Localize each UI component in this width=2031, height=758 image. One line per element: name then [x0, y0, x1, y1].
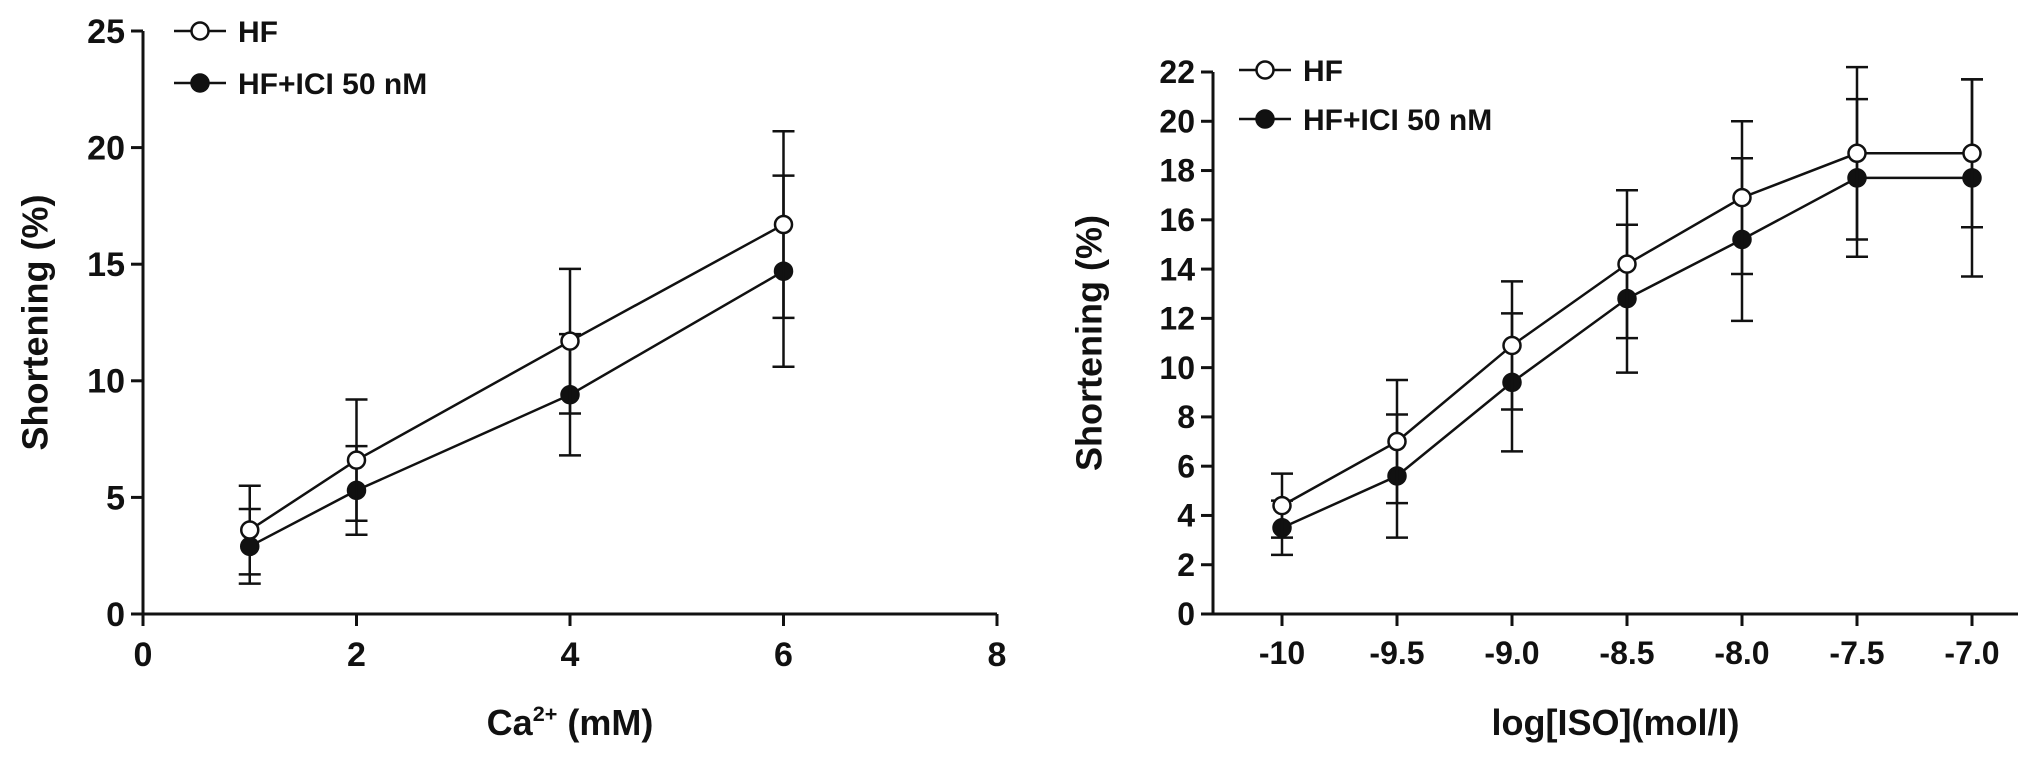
legend-marker-open: [190, 21, 210, 41]
x-tick-label: -9.5: [1369, 635, 1424, 671]
x-tick-label: 4: [561, 636, 580, 674]
data-point-open: [1272, 495, 1292, 516]
legend-marker-open: [1255, 60, 1275, 80]
x-tick-label: -7.0: [1944, 635, 1999, 671]
y-tick-label: 0: [106, 596, 125, 634]
data-point-open: [1962, 143, 1982, 164]
y-tick-label: 25: [87, 13, 125, 51]
data-point-open: [1617, 254, 1637, 274]
y-tick-label: 0: [1177, 596, 1195, 632]
series-hf-ici: [238, 174, 795, 585]
y-tick-label: 18: [1159, 153, 1195, 189]
y-tick-label: 14: [1159, 251, 1195, 287]
y-tick-label: 16: [1159, 202, 1195, 238]
x-tick-label: 8: [988, 636, 1007, 674]
y-tick-label: 8: [1177, 399, 1195, 435]
x-tick-label: -8.5: [1599, 635, 1654, 671]
x-axis-title-sup: 2+: [533, 701, 558, 726]
y-axis-title: Shortening (%): [15, 195, 56, 451]
x-axis-title-main: Ca: [487, 702, 534, 743]
x-axis-title-rest: (mM): [557, 702, 653, 743]
x-tick-label: 6: [774, 636, 793, 674]
series-hf: [238, 130, 795, 576]
series-line: [249, 223, 785, 532]
data-point-open: [1732, 187, 1752, 208]
series-line: [249, 270, 785, 548]
x-tick-label: -10: [1259, 635, 1305, 671]
y-tick-label: 6: [1177, 448, 1195, 484]
x-tick-label: -9.0: [1484, 635, 1539, 671]
x-tick-label: -7.5: [1829, 635, 1884, 671]
y-tick-label: 5: [106, 479, 125, 517]
x-tick-label: 0: [134, 636, 153, 674]
data-point-open: [1502, 335, 1522, 356]
y-tick-label: 20: [87, 130, 125, 168]
y-tick-label: 2: [1177, 547, 1195, 583]
y-tick-label: 10: [87, 363, 125, 401]
legend-label: HF+ICI 50 nM: [238, 68, 427, 101]
data-point-open: [560, 331, 580, 351]
y-tick-label: 15: [87, 246, 125, 284]
y-tick-label: 4: [1177, 498, 1195, 534]
x-axis-title: log[ISO](mol/l): [1492, 702, 1740, 743]
chart-1: 0 5 10 15 20 25 0 2 4 6 8 Shortening (%) Ca2+ (mM) HF…: [15, 13, 1007, 743]
legend: HF HF+ICI 50 nM: [174, 16, 427, 101]
legend-label: HF: [238, 16, 278, 49]
x-tick-label: 2: [347, 636, 366, 674]
data-point-open: [346, 450, 367, 470]
y-tick-label: 10: [1159, 350, 1195, 386]
legend-marker-filled: [190, 73, 210, 93]
legend: HF HF+ICI 50 nM: [1239, 55, 1492, 137]
chart-2: 0 2 4 6 8 10 12 14 16 18 20 22 -10 -9.5 -9.0 -8.5 -8.0 -7…: [1069, 54, 2018, 743]
legend-marker-filled: [1255, 109, 1275, 129]
legend-label: HF: [1303, 55, 1343, 88]
y-axis-title: Shortening (%): [1069, 215, 1110, 471]
data-point-open: [1387, 431, 1407, 452]
x-axis-title: Ca2+ (mM): [487, 701, 654, 743]
data-point-open: [1847, 143, 1867, 164]
x-tick-label: -8.0: [1714, 635, 1769, 671]
series-hf: [1271, 65, 1983, 539]
y-tick-label: 22: [1159, 54, 1195, 90]
data-point-open: [240, 520, 260, 540]
y-tick-label: 12: [1159, 301, 1195, 337]
y-tick-label: 20: [1159, 103, 1195, 139]
legend-label: HF+ICI 50 nM: [1303, 104, 1492, 137]
data-point-open: [773, 214, 794, 235]
